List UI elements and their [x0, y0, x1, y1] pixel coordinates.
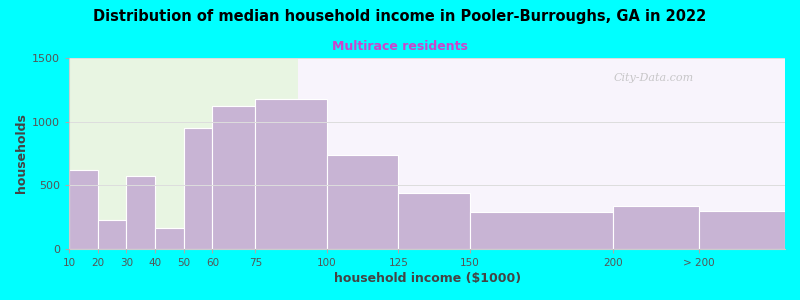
Bar: [398, 194, 470, 249]
Bar: [69, 170, 98, 249]
Text: Multirace residents: Multirace residents: [332, 40, 468, 53]
Bar: [69, 170, 98, 249]
Bar: [126, 176, 155, 249]
Bar: [470, 212, 614, 249]
Bar: [155, 228, 184, 249]
Bar: [98, 220, 126, 249]
Bar: [155, 228, 184, 249]
Bar: [327, 155, 398, 249]
Bar: [699, 211, 785, 249]
Bar: [614, 206, 699, 249]
Bar: [298, 58, 785, 249]
Bar: [614, 206, 699, 249]
Bar: [470, 212, 614, 249]
Text: Distribution of median household income in Pooler-Burroughs, GA in 2022: Distribution of median household income …: [94, 9, 706, 24]
Bar: [398, 194, 470, 249]
Bar: [126, 176, 155, 249]
Bar: [327, 155, 398, 249]
Bar: [255, 99, 327, 249]
Bar: [212, 106, 255, 249]
Bar: [184, 128, 212, 249]
Bar: [184, 128, 212, 249]
Bar: [98, 220, 126, 249]
Bar: [212, 106, 255, 249]
Text: City-Data.com: City-Data.com: [614, 73, 694, 83]
X-axis label: household income ($1000): household income ($1000): [334, 272, 521, 285]
Bar: [255, 99, 327, 249]
Bar: [699, 211, 785, 249]
Y-axis label: households: households: [15, 113, 28, 193]
